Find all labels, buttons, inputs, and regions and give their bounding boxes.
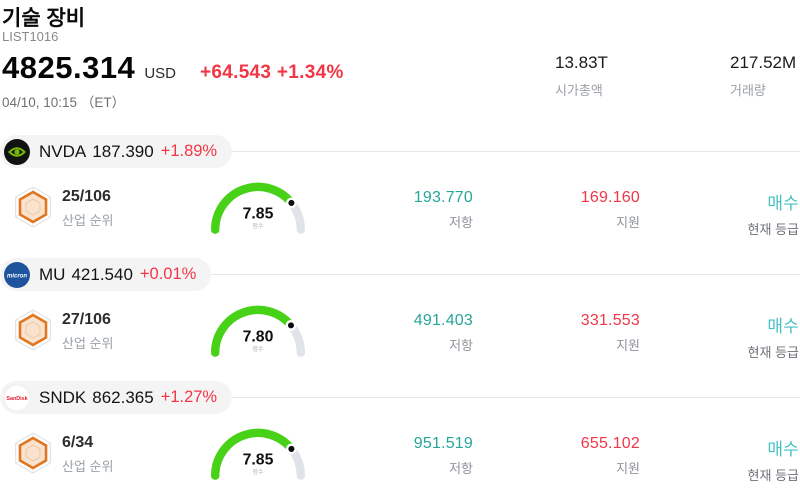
rating-value: 매수 [767,194,799,213]
rank-label: 산업 순위 [62,213,114,228]
rank-label: 산업 순위 [62,459,114,474]
quote-datetime: 04/10, 10:15 （ET） [2,95,126,110]
market-cap-stat: 13.83T 시가총액 [555,53,608,99]
currency-label: USD [144,65,176,82]
industry-rank-radar-icon [11,431,55,475]
stock-detail-row: 25/106 산업 순위 7.85 점수 193.770 저항 169.160 [0,172,800,245]
divider-line [232,151,800,152]
list-id: LIST1016 [2,29,59,44]
stock-pill-sndk[interactable]: SanDisk SNDK 862.365 +1.27% [0,381,233,414]
score-gauge: 7.85 점수 [150,172,320,239]
resistance-value: 951.519 [413,435,473,452]
resistance-label: 저항 [449,461,473,476]
volume-stat: 217.52M 거래량 [730,53,796,99]
industry-rank-radar-icon [11,185,55,229]
micron-logo-icon: micron [4,261,30,288]
rating-label: 현재 등급 [747,222,799,237]
svg-text:SanDisk: SanDisk [6,396,27,402]
divider-line [211,274,800,275]
volume-value: 217.52M [730,53,797,72]
ticker-change: +0.01% [139,265,197,283]
ticker-symbol: NVDA [39,141,87,161]
stock-detail-row: 6/34 산업 순위 7.85 점수 951.519 저항 655.102 [0,418,800,488]
rating-value: 매수 [767,317,799,336]
ticker-symbol: MU [39,264,66,284]
support-col: 331.553 지원 [480,295,640,354]
support-value: 331.553 [580,312,640,329]
price-change: +64.543 +1.34% [199,62,344,83]
rating-col: 매수 현재 등급 [640,172,800,238]
resistance-col: 193.770 저항 [320,172,480,231]
rank-value: 27/106 [62,311,111,328]
stock-row-mu: micron MU 421.540 +0.01% 27/106 산업 순위 [0,258,800,368]
ticker-change: +1.27% [160,388,218,406]
index-price: 4825.314 [2,50,136,85]
rating-col: 매수 현재 등급 [640,295,800,361]
score-gauge: 7.80 점수 [150,295,320,362]
stock-pill-nvda[interactable]: NVDA 187.390 +1.89% [0,135,233,168]
rating-value: 매수 [767,440,799,459]
stock-row-nvda: NVDA 187.390 +1.89% 25/106 산업 순위 [0,135,800,245]
score-gauge: 7.85 점수 [150,418,320,485]
sandisk-logo-icon: SanDisk [4,384,30,411]
support-label: 지원 [616,338,640,353]
rank-label: 산업 순위 [62,336,114,351]
nvidia-logo-icon [4,138,30,165]
header: 기술 장비 LIST1016 4825.314 USD +64.543 +1.3… [0,0,800,125]
rating-label: 현재 등급 [747,345,799,360]
stock-pill-row: micron MU 421.540 +0.01% [0,258,800,291]
industry-rank-radar-icon [11,308,55,352]
svg-text:7.80: 7.80 [243,329,274,346]
support-value: 169.160 [580,189,640,206]
industry-rank: 25/106 산업 순위 [0,185,150,229]
support-col: 169.160 지원 [480,172,640,231]
stock-pill-row: NVDA 187.390 +1.89% [0,135,800,168]
rank-value: 6/34 [62,434,94,451]
resistance-col: 491.403 저항 [320,295,480,354]
volume-label: 거래량 [730,83,766,98]
svg-text:7.85: 7.85 [243,452,274,469]
svg-text:micron: micron [7,273,27,279]
industry-rank: 27/106 산업 순위 [0,308,150,352]
support-label: 지원 [616,461,640,476]
stock-row-sndk: SanDisk SNDK 862.365 +1.27% 6/34 산업 순위 [0,381,800,488]
resistance-label: 저항 [449,215,473,230]
support-label: 지원 [616,215,640,230]
resistance-value: 193.770 [413,189,473,206]
rank-value: 25/106 [62,188,111,205]
svg-text:점수: 점수 [252,223,264,230]
ticker-price: 187.390 [92,141,154,161]
market-cap-value: 13.83T [555,53,608,72]
ticker-price: 421.540 [71,264,133,284]
resistance-col: 951.519 저항 [320,418,480,477]
divider-line [232,397,800,398]
svg-text:점수: 점수 [252,346,264,353]
industry-rank: 6/34 산업 순위 [0,431,150,475]
svg-text:7.85: 7.85 [243,206,274,223]
rating-col: 매수 현재 등급 [640,418,800,484]
support-value: 655.102 [580,435,640,452]
resistance-label: 저항 [449,338,473,353]
ticker-change: +1.89% [160,142,218,160]
resistance-value: 491.403 [413,312,473,329]
svg-text:점수: 점수 [252,469,264,476]
rating-label: 현재 등급 [747,468,799,483]
ticker-symbol: SNDK [39,387,87,407]
ticker-price: 862.365 [92,387,154,407]
support-col: 655.102 지원 [480,418,640,477]
stock-pill-mu[interactable]: micron MU 421.540 +0.01% [0,258,212,291]
price-row: 4825.314 USD +64.543 +1.34% [2,50,344,86]
stock-detail-row: 27/106 산업 순위 7.80 점수 491.403 저항 331.553 [0,295,800,368]
page-title: 기술 장비 [2,7,86,30]
stock-pill-row: SanDisk SNDK 862.365 +1.27% [0,381,800,414]
market-cap-label: 시가총액 [555,83,603,98]
